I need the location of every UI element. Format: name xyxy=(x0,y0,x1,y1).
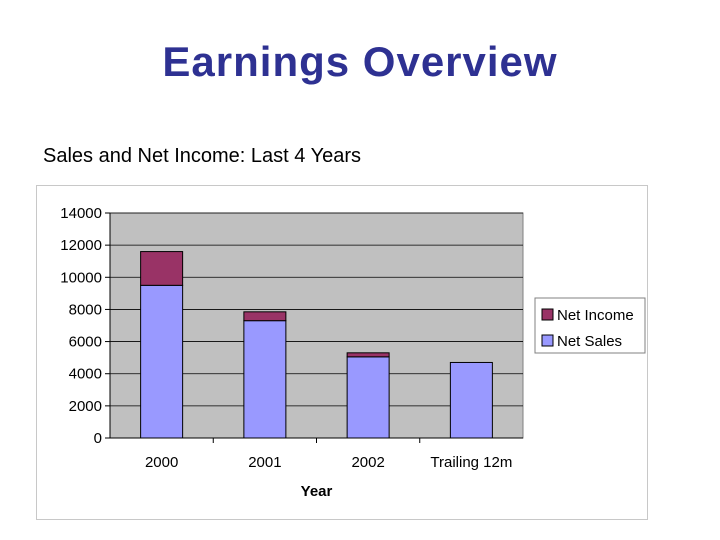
y-tick-label: 4000 xyxy=(69,366,102,383)
stacked-bar-chart: 0 2000 4000 6000 8000 10000 12000 14000 2000 2001… xyxy=(60,205,646,500)
bar-net-sales xyxy=(243,320,287,439)
x-axis-title: Year xyxy=(301,483,333,500)
chart-subtitle: Sales and Net Income: Last 4 Years xyxy=(43,145,361,167)
legend-label: Net Sales xyxy=(557,333,622,350)
slide-title: Earnings Overview xyxy=(162,38,558,85)
bar-net-income xyxy=(346,352,390,358)
y-tick-label: 8000 xyxy=(69,301,102,318)
y-tick-label: 6000 xyxy=(69,334,102,351)
y-tick-label: 0 xyxy=(94,430,102,447)
y-tick-label: 12000 xyxy=(60,237,102,254)
bar-net-sales xyxy=(140,284,184,439)
x-category-label: 2000 xyxy=(145,454,178,471)
bar-net-income xyxy=(140,251,184,286)
bar-net-sales xyxy=(449,361,493,439)
bar-net-income xyxy=(243,311,287,322)
x-category-label: 2001 xyxy=(248,454,281,471)
x-category-label: 2002 xyxy=(351,454,384,471)
y-tick-label: 10000 xyxy=(60,269,102,286)
y-tick-label: 14000 xyxy=(60,205,102,222)
legend-swatch xyxy=(541,308,554,321)
y-tick-label: 2000 xyxy=(69,398,102,415)
x-category-label: Trailing 12m xyxy=(430,454,512,471)
legend-swatch xyxy=(541,334,554,347)
legend-label: Net Income xyxy=(557,307,634,324)
bar-net-sales xyxy=(346,356,390,439)
chart-frame: 0 2000 4000 6000 8000 10000 12000 14000 2000 2001… xyxy=(36,185,648,520)
